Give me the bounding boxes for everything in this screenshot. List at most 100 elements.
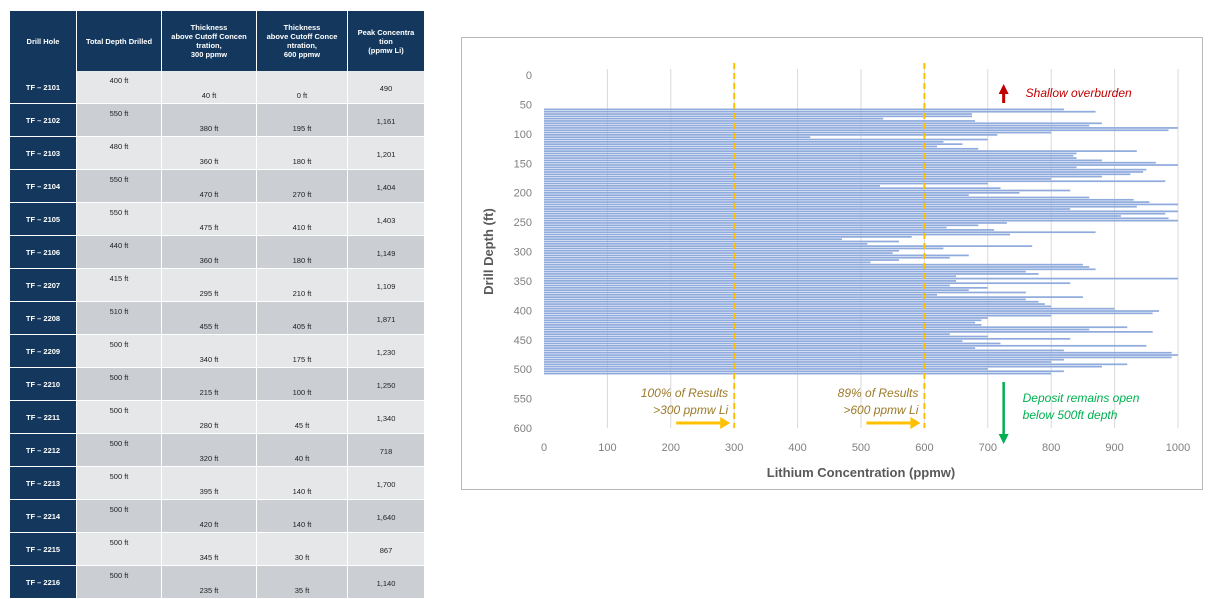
- bar: [544, 222, 1007, 224]
- cell-thickness-300: 475 ft: [161, 202, 257, 236]
- bar: [544, 296, 1083, 298]
- reference-label: 89% of Results: [838, 386, 919, 400]
- up-arrow-head-icon: [998, 84, 1009, 94]
- cell-thickness-300: 340 ft: [161, 334, 257, 368]
- bar: [544, 191, 1020, 194]
- x-tick-label: 500: [852, 442, 870, 454]
- y-tick-label: 500: [514, 364, 532, 376]
- cell-peak-concentration: 1,230: [347, 334, 425, 368]
- bar: [544, 173, 1131, 176]
- bar: [544, 347, 976, 349]
- cell-total-depth: 500 ft: [76, 466, 162, 500]
- cell-drill-hole: TF – 2105: [10, 202, 77, 236]
- table-row: TF – 2101 400 ft 40 ft 0 ft 490: [10, 71, 425, 104]
- bar: [544, 286, 988, 289]
- cell-thickness-300: 360 ft: [161, 136, 257, 170]
- bar: [544, 187, 1001, 190]
- bar: [544, 138, 988, 141]
- cell-total-depth: 550 ft: [76, 202, 162, 236]
- cell-thickness-600: 45 ft: [256, 400, 348, 434]
- cell-thickness-600: 140 ft: [256, 466, 348, 500]
- cell-drill-hole: TF – 2210: [10, 367, 77, 401]
- bar: [544, 310, 1159, 312]
- header-drill-hole: Drill Hole: [10, 11, 77, 71]
- bar: [544, 120, 976, 122]
- bar: [544, 164, 1178, 166]
- header-total-depth: Total Depth Drilled: [76, 11, 162, 71]
- bar: [544, 254, 969, 257]
- bar: [544, 238, 842, 241]
- table-row: TF – 2208 510 ft 455 ft 405 ft 1,871: [10, 301, 425, 335]
- bar: [544, 331, 1153, 333]
- bar: [544, 201, 1150, 203]
- cell-peak-concentration: 490: [347, 71, 425, 104]
- bar: [544, 317, 988, 319]
- header-thickness-300: Thickness above Cutoff Concen tration, 3…: [161, 11, 257, 71]
- bar: [544, 231, 1096, 234]
- bar: [544, 280, 957, 282]
- bar: [544, 168, 1147, 171]
- bar: [544, 351, 1172, 354]
- header-line: (ppmw Li): [368, 45, 404, 55]
- cell-thickness-300: 235 ft: [161, 565, 257, 599]
- cell-peak-concentration: 867: [347, 532, 425, 566]
- bar: [544, 182, 988, 185]
- bar: [544, 305, 1052, 308]
- bar: [544, 349, 1064, 352]
- cell-thickness-600: 40 ft: [256, 433, 348, 467]
- table-row: TF – 2105 550 ft 475 ft 410 ft 1,403: [10, 202, 425, 236]
- table-header-row: Drill Hole Total Depth Drilled Thickness…: [10, 11, 425, 71]
- bar: [544, 293, 938, 296]
- bar: [544, 203, 1178, 206]
- bar: [544, 372, 1052, 375]
- bar: [544, 344, 1147, 347]
- table-row: TF – 2106 440 ft 360 ft 180 ft 1,149: [10, 235, 425, 269]
- cell-total-depth: 415 ft: [76, 268, 162, 302]
- cell-peak-concentration: 718: [347, 433, 425, 467]
- cell-total-depth: 440 ft: [76, 235, 162, 269]
- table-row: TF – 2209 500 ft 340 ft 175 ft 1,230: [10, 334, 425, 368]
- bar: [544, 370, 1064, 373]
- cell-thickness-300: 280 ft: [161, 400, 257, 434]
- drill-results-table: Drill Hole Total Depth Drilled Thickness…: [10, 11, 425, 599]
- bar: [544, 289, 969, 292]
- bar: [544, 226, 947, 229]
- cell-drill-hole: TF – 2212: [10, 433, 77, 467]
- reference-label: >600 ppmw Li: [843, 403, 918, 417]
- cell-thickness-300: 360 ft: [161, 235, 257, 269]
- bar: [544, 159, 1102, 162]
- bar: [544, 356, 1172, 359]
- bar: [544, 185, 881, 187]
- table-row: TF – 2211 500 ft 280 ft 45 ft 1,340: [10, 400, 425, 434]
- cell-thickness-600: 410 ft: [256, 202, 348, 236]
- cell-thickness-600: 30 ft: [256, 532, 348, 566]
- cell-total-depth: 500 ft: [76, 433, 162, 467]
- cell-thickness-300: 345 ft: [161, 532, 257, 566]
- cell-total-depth: 500 ft: [76, 499, 162, 533]
- bar: [544, 122, 1102, 125]
- cell-total-depth: 550 ft: [76, 103, 162, 137]
- bar: [544, 140, 944, 143]
- down-arrow-head-icon: [998, 434, 1009, 444]
- bar: [544, 263, 1083, 266]
- cell-thickness-600: 180 ft: [256, 136, 348, 170]
- cell-thickness-300: 215 ft: [161, 367, 257, 401]
- cell-thickness-300: 420 ft: [161, 499, 257, 533]
- bar: [544, 136, 811, 139]
- cell-thickness-600: 35 ft: [256, 565, 348, 599]
- cell-thickness-600: 270 ft: [256, 169, 348, 203]
- header-peak-concentration: Peak Concentra tion (ppmw Li): [347, 11, 425, 71]
- cell-drill-hole: TF – 2214: [10, 499, 77, 533]
- bar: [544, 354, 1178, 356]
- bar: [544, 249, 900, 252]
- bar: [544, 245, 1033, 247]
- cell-total-depth: 500 ft: [76, 565, 162, 599]
- bar: [544, 363, 1128, 366]
- cell-thickness-300: 380 ft: [161, 103, 257, 137]
- cell-total-depth: 510 ft: [76, 301, 162, 335]
- cell-drill-hole: TF – 2103: [10, 136, 77, 170]
- bar: [544, 157, 1077, 159]
- cell-drill-hole: TF – 2211: [10, 400, 77, 434]
- cell-peak-concentration: 1,640: [347, 499, 425, 533]
- cell-thickness-300: 295 ft: [161, 268, 257, 302]
